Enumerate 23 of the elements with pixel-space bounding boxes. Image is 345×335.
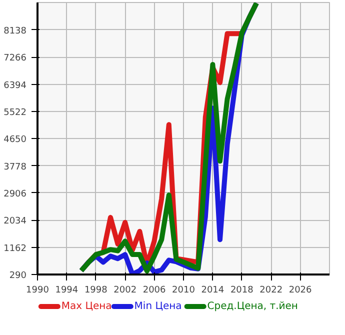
- legend-label: Min Цена: [134, 301, 182, 312]
- y-tick-label: 8138: [4, 26, 27, 36]
- x-tick-label: 1994: [55, 286, 78, 296]
- y-tick-label: 3778: [4, 162, 27, 172]
- legend-label: Сред.Цена, т.йен: [207, 301, 298, 312]
- y-tick-label: 5522: [4, 108, 26, 118]
- y-tick-label: 4650: [4, 135, 27, 146]
- x-tick-label: 2010: [172, 286, 196, 296]
- y-tick-label: 2034: [4, 216, 27, 227]
- x-tick-label: 2022: [260, 286, 283, 296]
- x-tick-label: 2014: [201, 286, 224, 296]
- x-tick-label: 1998: [84, 286, 108, 296]
- y-tick-label: 6394: [4, 80, 27, 91]
- x-tick-label: 1990: [26, 286, 50, 296]
- x-tick-label: 2002: [114, 286, 137, 296]
- x-tick-label: 2026: [288, 286, 312, 296]
- x-tick-label: 2018: [230, 286, 254, 296]
- legend-label: Max Цена: [61, 301, 112, 312]
- y-tick-label: 2906: [4, 189, 27, 200]
- x-tick-label: 2006: [142, 286, 166, 296]
- y-tick-label: 1162: [4, 244, 26, 254]
- y-tick-label: 7266: [4, 54, 27, 64]
- y-tick-label: 290: [9, 271, 27, 281]
